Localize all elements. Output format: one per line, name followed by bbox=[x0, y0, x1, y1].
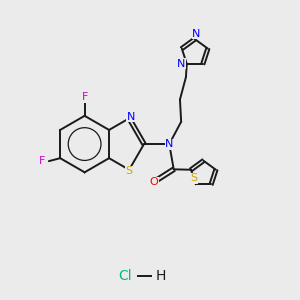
Text: F: F bbox=[81, 92, 88, 102]
Text: S: S bbox=[191, 173, 198, 183]
Text: F: F bbox=[39, 156, 46, 166]
Text: S: S bbox=[126, 166, 133, 176]
Text: N: N bbox=[165, 139, 173, 149]
Text: O: O bbox=[149, 177, 158, 187]
Text: N: N bbox=[126, 112, 135, 122]
Text: Cl: Cl bbox=[118, 269, 131, 283]
Text: N: N bbox=[177, 59, 185, 69]
Text: N: N bbox=[192, 29, 200, 39]
Text: H: H bbox=[155, 269, 166, 283]
